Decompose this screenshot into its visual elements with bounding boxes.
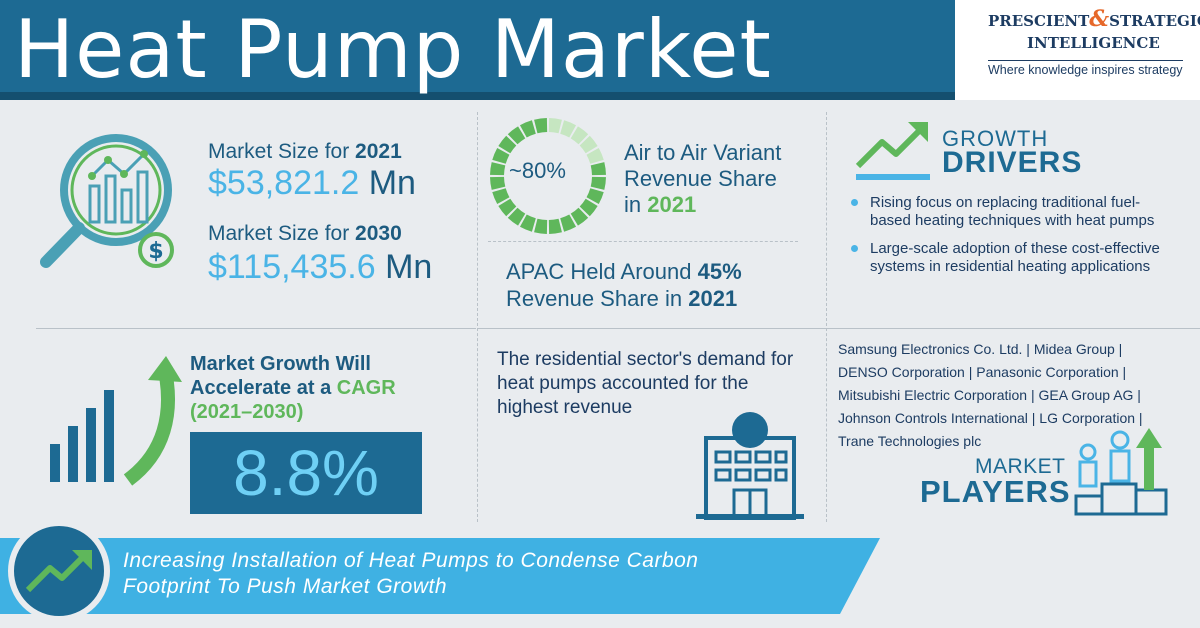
trend-arrow-icon <box>25 550 92 593</box>
residential-text: The residential sector's demand for heat… <box>497 349 794 418</box>
market-players-title-top: MARKET <box>975 455 1066 478</box>
air-to-air-share-text: Air to Air Variant Revenue Share in 2021 <box>624 140 782 217</box>
list-item: Mitsubishi Electric Corporation | GEA Gr… <box>838 387 1141 403</box>
ring-segment <box>534 118 548 134</box>
ring-segment <box>490 162 506 176</box>
bullet-icon <box>851 199 858 206</box>
ring-segment <box>492 188 510 205</box>
divider-vertical-2 <box>826 112 827 522</box>
cagr-text: Market Growth Will Accelerate at a CAGR … <box>190 353 396 423</box>
ring-segment <box>586 188 604 205</box>
ring-segment <box>548 118 562 134</box>
apac-share-text: APAC Held Around 45% Revenue Share in 20… <box>506 259 742 311</box>
logo-line2: INTELLIGENCE <box>1027 34 1160 52</box>
ring-segment <box>519 214 536 232</box>
growth-bars-icon <box>50 356 182 486</box>
market-size-2021-value: $53,821.2 Mn <box>208 164 416 202</box>
logo-tagline: Where knowledge inspires strategy <box>988 60 1183 77</box>
ring-segment <box>579 198 598 217</box>
ring-segment <box>498 198 517 217</box>
market-size-2030-value: $115,435.6 Mn <box>208 248 433 286</box>
bottom-banner <box>0 538 880 614</box>
ring-segment <box>590 176 606 190</box>
ring-segment <box>570 126 589 145</box>
growth-drivers-title-top: GROWTH <box>942 126 1049 151</box>
players-podium-icon <box>1074 428 1168 516</box>
divider-apac <box>488 241 798 242</box>
list-item: Samsung Electronics Co. Ltd. | Midea Gro… <box>838 341 1123 357</box>
page-title: Heat Pump Market <box>14 3 772 96</box>
header-band <box>0 0 985 100</box>
market-size-2021-label: Market Size for 2021 <box>208 140 402 163</box>
ring-segment <box>498 135 517 154</box>
banner-circle <box>8 520 110 622</box>
growth-drivers-title-bottom: DRIVERS <box>942 146 1083 179</box>
list-item: Johnson Controls International | LG Corp… <box>838 410 1143 426</box>
svg-text:$: $ <box>148 239 163 264</box>
market-players-title-bottom: PLAYERS <box>920 474 1071 509</box>
ring-segment <box>590 162 606 176</box>
ring-segment <box>519 120 536 138</box>
market-players-list: Samsung Electronics Co. Ltd. | Midea Gro… <box>838 338 1198 453</box>
list-item: DENSO Corporation | Panasonic Corporatio… <box>838 364 1127 380</box>
building-icon <box>696 412 804 520</box>
ring-segment <box>586 147 604 164</box>
market-size-2030-label: Market Size for 2030 <box>208 222 402 245</box>
list-item: Large-scale adoption of these cost-effec… <box>848 240 1178 276</box>
cagr-value: 8.8% <box>233 437 379 509</box>
divider-horizontal-left <box>36 328 476 329</box>
ring-segment <box>507 126 526 145</box>
ring-segment <box>490 176 506 190</box>
ring-segment <box>534 218 548 234</box>
divider-vertical-1 <box>477 112 478 522</box>
ring-segment <box>507 207 526 226</box>
cagr-value-box: 8.8% <box>190 432 422 514</box>
divider-horizontal-mid <box>478 328 826 329</box>
growth-arrow-icon <box>855 122 930 180</box>
ring-segment <box>560 214 577 232</box>
list-item: Rising focus on replacing traditional fu… <box>848 194 1178 230</box>
ring-segment <box>570 207 589 226</box>
ring-segment <box>548 218 562 234</box>
revenue-share-ring <box>490 118 606 234</box>
list-item: Trane Technologies plc <box>838 433 982 449</box>
banner-text: Increasing Installation of Heat Pumps to… <box>123 549 699 598</box>
company-logo: PRESCIENT&STRATEGIC INTELLIGENCE Where k… <box>955 0 1200 100</box>
magnifier-chart-icon: $ <box>40 134 174 268</box>
bullet-icon <box>851 245 858 252</box>
header-band-shadow <box>0 92 970 100</box>
ring-segment <box>560 120 577 138</box>
header: Heat Pump Market PRESCIENT&STRATEGIC INT… <box>0 0 1200 100</box>
growth-drivers-list: Rising focus on replacing traditional fu… <box>848 194 1178 286</box>
ring-value: ~80% <box>509 158 566 183</box>
ring-segment <box>579 135 598 154</box>
divider-horizontal-right <box>826 328 1200 329</box>
logo-line1: PRESCIENT&STRATEGIC <box>988 6 1200 32</box>
ring-segment <box>492 147 510 164</box>
